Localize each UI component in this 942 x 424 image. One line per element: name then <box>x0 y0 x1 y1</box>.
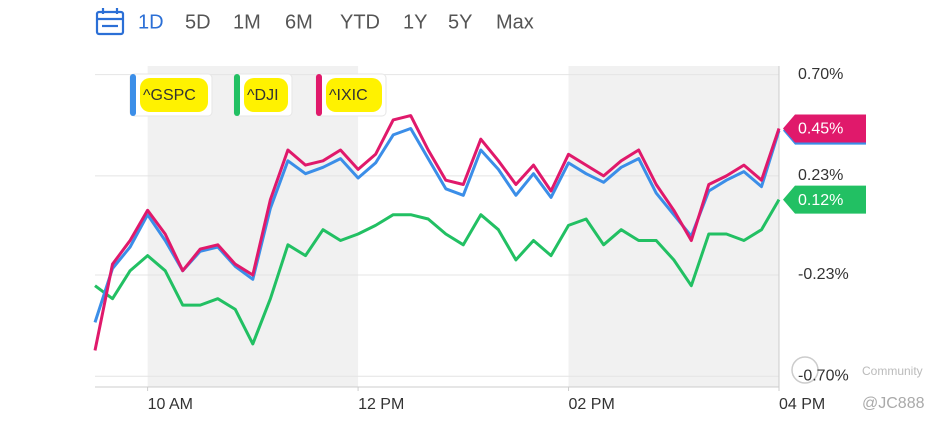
legend-label: ^DJI <box>247 87 279 104</box>
y-tick-label: 0.23% <box>798 167 843 184</box>
series-line <box>94 198 781 346</box>
legend-label: ^GSPC <box>143 87 196 104</box>
legend-highlight <box>244 78 288 112</box>
range-button[interactable]: 5Y <box>448 11 472 33</box>
x-tick-label: 02 PM <box>569 396 615 413</box>
value-badge <box>783 185 866 214</box>
x-tick-label: 12 PM <box>358 396 404 413</box>
legend-swatch <box>234 74 240 116</box>
watermark: @JC888 <box>862 395 925 412</box>
y-tick-label: -0.23% <box>798 266 849 283</box>
legend-label: ^IXIC <box>329 87 368 104</box>
time-band <box>568 66 779 387</box>
series-line <box>93 127 781 323</box>
range-button[interactable]: 1M <box>233 11 261 33</box>
x-tick-label: 10 AM <box>148 396 193 413</box>
y-tick-label: 0.70% <box>798 66 843 83</box>
series-line <box>93 114 781 351</box>
range-button[interactable]: 1Y <box>403 11 427 33</box>
watermark: Community <box>862 364 923 378</box>
calendar-icon[interactable] <box>95 8 125 36</box>
badge-label: 0.12% <box>798 192 843 209</box>
badge-label: 0.45% <box>798 121 843 138</box>
watermark-logo <box>791 356 819 384</box>
time-band <box>147 66 359 387</box>
legend-swatch <box>130 74 136 116</box>
legend-highlight <box>140 78 208 112</box>
value-badge <box>783 114 866 143</box>
x-tick-label: 04 PM <box>779 396 825 413</box>
range-button[interactable]: YTD <box>340 11 380 33</box>
range-button[interactable]: 1D <box>138 11 164 33</box>
range-button[interactable]: 5D <box>185 11 211 33</box>
range-button[interactable]: 6M <box>285 11 313 33</box>
legend-swatch <box>316 74 322 116</box>
y-tick-label: -0.70% <box>798 367 849 384</box>
legend-highlight <box>326 78 382 112</box>
range-button[interactable]: Max <box>496 11 534 33</box>
